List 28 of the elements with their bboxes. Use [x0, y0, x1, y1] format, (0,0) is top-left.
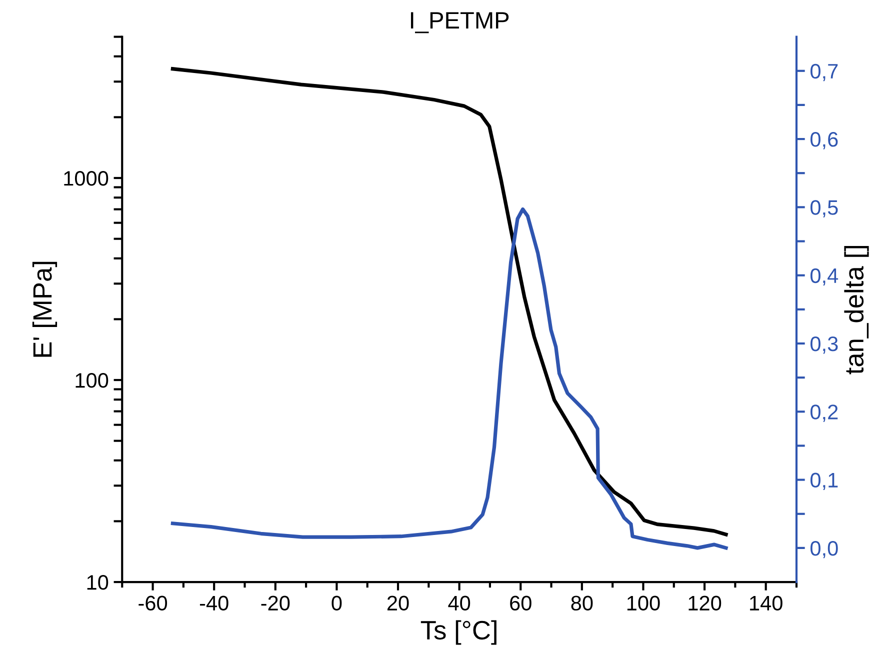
x-tick-label: 20 [387, 596, 409, 611]
x-tick-label: 0 [332, 596, 342, 611]
y2-tick-label: 0,3 [810, 336, 838, 354]
x-tick-label: 140 [750, 596, 782, 611]
line-series [170, 67, 728, 536]
y2-tick-label: 0,0 [810, 540, 838, 558]
y-tick-label: 10 [87, 575, 108, 590]
x-tick-label: 40 [448, 596, 470, 611]
x-axis-title: Ts [°C] [420, 620, 496, 645]
y2-tick-label: 0,6 [810, 132, 838, 150]
y2-tick-label: 0,1 [810, 472, 838, 490]
line-series [170, 207, 728, 550]
x-tick-label: -40 [200, 596, 228, 611]
y2-tick-label: 0,7 [810, 64, 838, 82]
x-tick-label: -20 [261, 596, 290, 611]
y2-tick-label: 0,5 [810, 200, 838, 218]
x-tick-label: 80 [571, 596, 593, 611]
y-tick-label: 100 [76, 373, 108, 388]
x-tick-label: 60 [510, 596, 532, 611]
x-tick-label: 100 [627, 596, 660, 611]
y2-tick-label: 0,4 [810, 268, 838, 286]
y-tick-label: 1000 [64, 171, 108, 186]
x-tick-label: 120 [688, 596, 722, 611]
x-tick-label: -60 [138, 596, 168, 611]
y2-axis-title: tan_delta [] [844, 246, 869, 374]
y-axis-title: E' [MPa] [32, 262, 58, 357]
chart-title: I_PETMP [410, 12, 509, 34]
y2-tick-label: 0,2 [810, 404, 838, 422]
